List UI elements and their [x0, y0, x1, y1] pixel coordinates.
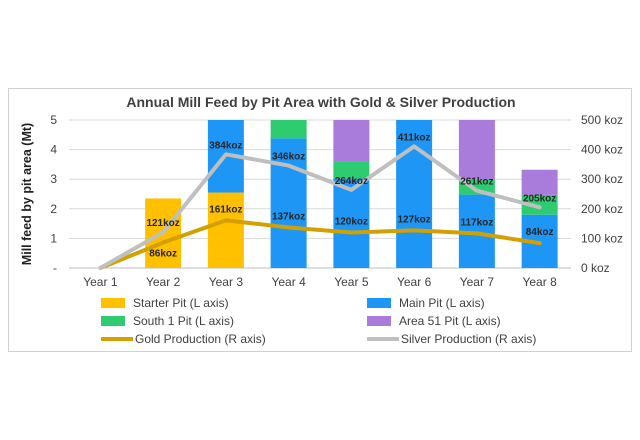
- silver-data-label: 205koz: [523, 193, 556, 204]
- y-tick-label: -: [53, 261, 57, 275]
- x-tick-label: Year 7: [460, 275, 495, 289]
- legend-label: Main Pit (L axis): [399, 296, 485, 310]
- axis-ticks: - 1 2 3 4 5 0 koz 100 koz 200 koz 300 koz 400 koz 5…: [50, 113, 623, 289]
- x-tick-label: Year 6: [397, 275, 432, 289]
- gold-data-label: 120koz: [335, 216, 368, 227]
- chart-title: Annual Mill Feed by Pit Area with Gold &…: [126, 94, 515, 110]
- y-tick-label: 4: [50, 143, 57, 157]
- legend-label: Starter Pit (L axis): [133, 296, 229, 310]
- legend-label: Silver Production (R axis): [401, 332, 536, 346]
- bar-segment: [521, 169, 558, 195]
- silver-data-label: 264koz: [335, 176, 368, 187]
- y2-tick-label: 400 koz: [581, 143, 623, 157]
- chart-canvas: Annual Mill Feed by Pit Area with Gold &…: [20, 94, 623, 346]
- x-tick-label: Year 1: [83, 275, 118, 289]
- x-tick-label: Year 8: [522, 275, 557, 289]
- legend-swatch: [367, 316, 391, 326]
- y-tick-label: 5: [50, 113, 57, 127]
- y-tick-label: 3: [50, 172, 57, 186]
- gold-data-label: 137koz: [272, 211, 305, 222]
- y2-tick-label: 300 koz: [581, 172, 623, 186]
- legend-swatch: [101, 298, 125, 308]
- bar-segment: [333, 178, 370, 268]
- bar-segment: [521, 194, 558, 215]
- y-tick-label: 2: [50, 202, 57, 216]
- legend-swatch: [367, 298, 391, 308]
- lines-layer: [98, 144, 542, 270]
- gold-data-label: 127koz: [397, 214, 430, 225]
- y-axis-label: Mill feed by pit area (Mt): [20, 123, 34, 265]
- legend-label: South 1 Pit (L axis): [133, 314, 234, 328]
- legend-label: Area 51 Pit (L axis): [399, 314, 501, 328]
- y-tick-label: 1: [50, 231, 57, 245]
- silver-data-label: 384koz: [209, 140, 242, 151]
- x-tick-label: Year 2: [146, 275, 181, 289]
- y2-tick-label: 200 koz: [581, 202, 623, 216]
- silver-data-label: 261koz: [460, 177, 493, 188]
- silver-data-label: 411koz: [398, 132, 431, 143]
- legend: Starter Pit (L axis) Main Pit (L axis) Sou…: [101, 296, 536, 346]
- y2-tick-label: 500 koz: [581, 113, 623, 127]
- bar-segment: [270, 138, 307, 268]
- bar-segment: [458, 120, 495, 180]
- bar-segment: [333, 161, 370, 179]
- bar-segment: [207, 192, 244, 268]
- silver-data-label: 121koz: [146, 218, 179, 229]
- y2-tick-label: 100 koz: [581, 231, 623, 245]
- legend-label: Gold Production (R axis): [135, 332, 266, 346]
- gold-data-label: 117koz: [460, 217, 493, 228]
- gold-data-label: 84koz: [526, 227, 554, 238]
- silver-data-label: 346koz: [272, 152, 305, 163]
- x-tick-label: Year 4: [271, 275, 306, 289]
- y2-tick-label: 0 koz: [581, 261, 610, 275]
- bar-segment: [333, 120, 370, 162]
- gold-data-label: 86koz: [149, 249, 177, 260]
- legend-swatch: [101, 316, 125, 326]
- gold-line: [98, 218, 542, 270]
- x-tick-label: Year 3: [209, 275, 244, 289]
- chart-frame: Annual Mill Feed by Pit Area with Gold &…: [8, 88, 632, 352]
- bar-segment: [270, 120, 307, 139]
- data-labels-layer: 121koz 384koz 346koz 264koz 411koz 261koz 205k…: [146, 132, 556, 259]
- silver-line: [98, 144, 542, 270]
- gold-data-label: 161koz: [209, 204, 242, 215]
- x-tick-label: Year 5: [334, 275, 369, 289]
